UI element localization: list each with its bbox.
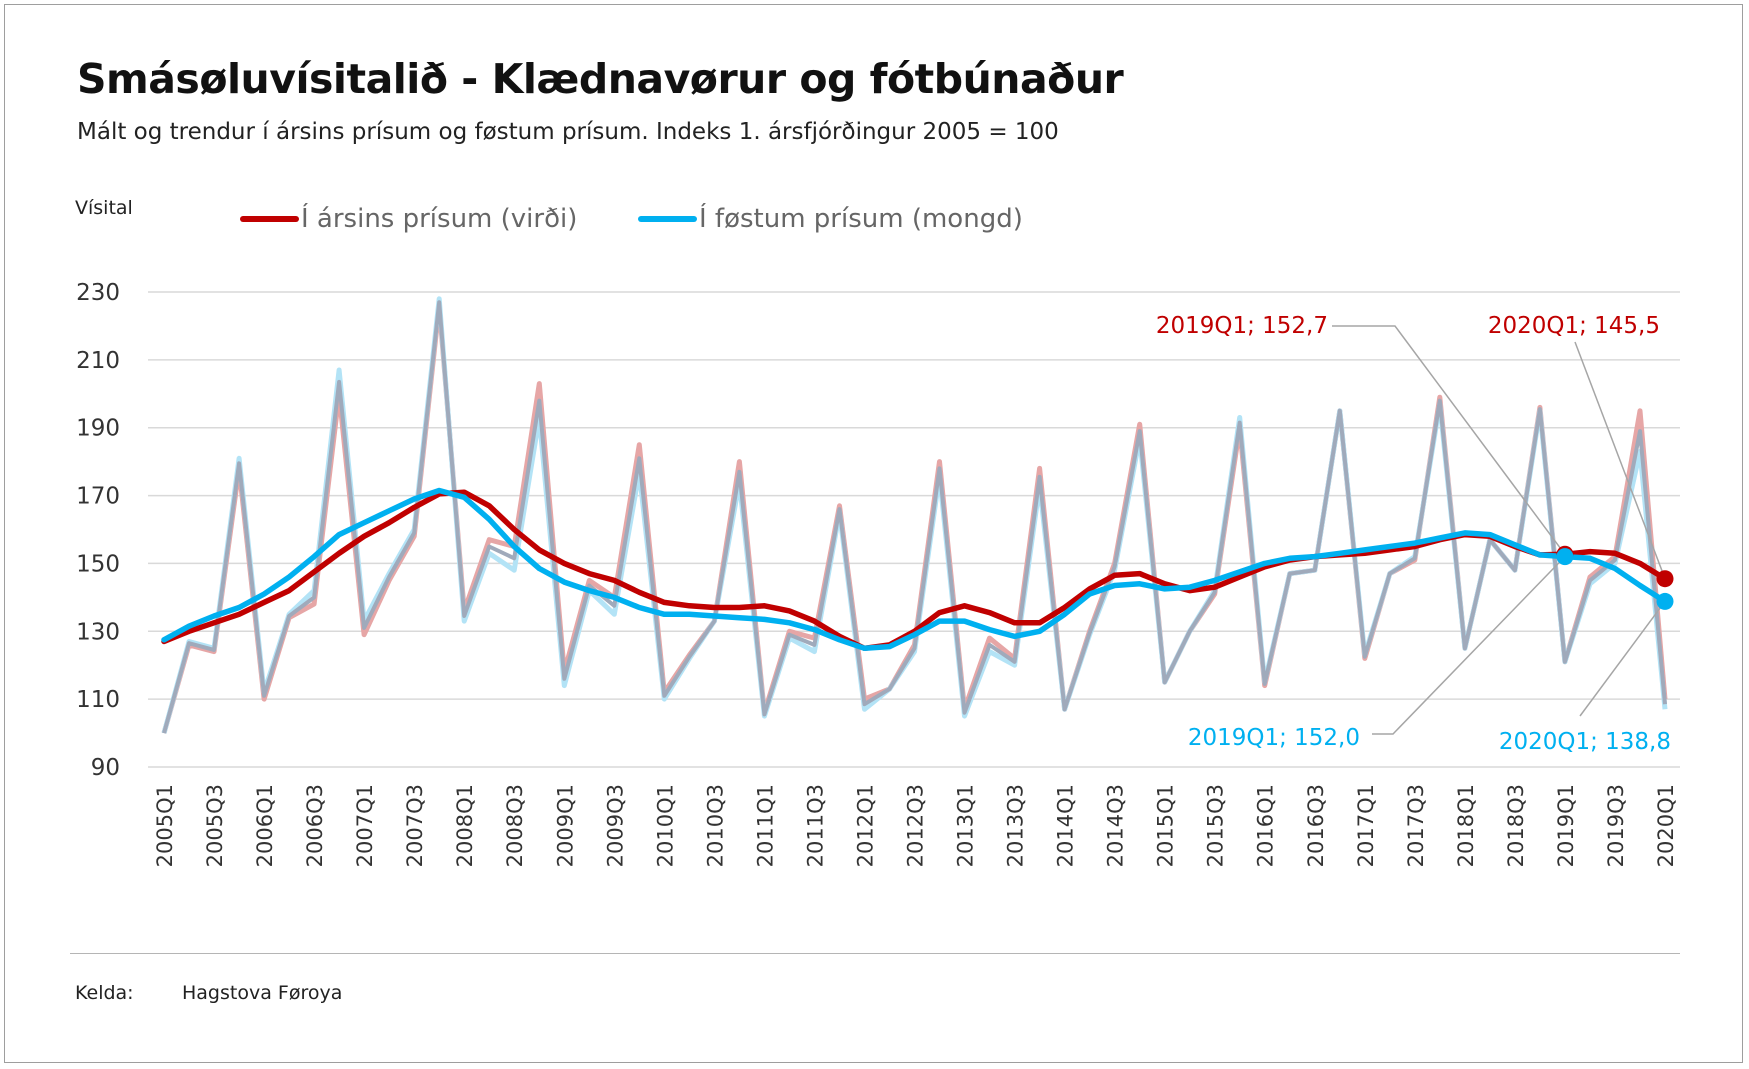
x-tick-label: 2016Q1 (1254, 784, 1278, 867)
y-tick-label: 110 (76, 687, 120, 713)
annotation-label: 2019Q1; 152,7 (1156, 313, 1328, 339)
x-tick-label: 2014Q1 (1054, 784, 1078, 867)
x-tick-label: 2015Q3 (1204, 784, 1228, 867)
x-tick-label: 2018Q3 (1504, 784, 1528, 867)
legend-label-volume: Í føstum prísum (mongd) (699, 202, 1023, 234)
annotation-label: 2019Q1; 152,0 (1188, 725, 1360, 751)
x-tick-label: 2005Q1 (153, 784, 177, 867)
y-axis-ticks: 90 110 130 150 170 190 210 230 (76, 280, 120, 781)
x-tick-label: 2009Q1 (553, 784, 577, 867)
footer-divider (70, 953, 1680, 954)
x-tick-label: 2008Q1 (453, 784, 477, 867)
x-tick-label: 2007Q1 (353, 784, 377, 867)
annotation-leader (1332, 325, 1566, 555)
y-tick-label: 150 (76, 551, 120, 577)
y-tick-label: 170 (76, 484, 120, 510)
x-tick-label: 2008Q3 (503, 784, 527, 867)
x-tick-label: 2012Q3 (904, 784, 928, 867)
x-tick-label: 2020Q1 (1654, 784, 1678, 867)
annotation-marker (1656, 592, 1674, 610)
source-value: Hagstova Føroya (182, 982, 343, 1004)
x-tick-label: 2009Q3 (603, 784, 627, 867)
x-tick-label: 2007Q3 (403, 784, 427, 867)
source-label: Kelda: (75, 982, 134, 1004)
chart-subtitle: Mált og trendur í ársins prísum og føstu… (77, 119, 1059, 145)
x-tick-label: 2012Q1 (853, 784, 877, 867)
x-tick-label: 2010Q3 (703, 784, 727, 867)
x-tick-label: 2017Q3 (1404, 784, 1428, 867)
y-tick-label: 90 (91, 755, 120, 781)
chart-frame (4, 4, 1743, 1063)
annotations: 2019Q1; 152,7 2020Q1; 145,5 2019Q1; 152,0 2… (1156, 313, 1674, 755)
x-tick-label: 2018Q1 (1454, 784, 1478, 867)
raw-value-line (161, 303, 1668, 734)
x-tick-label: 2006Q1 (253, 784, 277, 867)
x-tick-label: 2013Q1 (954, 784, 978, 867)
chart-title: Smásøluvísitalið - Klædnavørur og fótbún… (77, 55, 1124, 103)
raw-overlap-line (162, 300, 1667, 734)
trend-volume-line (161, 487, 1668, 652)
y-tick-label: 130 (76, 619, 120, 645)
y-tick-label: 230 (76, 280, 120, 306)
x-tick-label: 2019Q3 (1604, 784, 1628, 867)
raw-series (161, 296, 1668, 734)
y-tick-label: 190 (76, 416, 120, 442)
x-tick-label: 2010Q1 (653, 784, 677, 867)
gridlines (148, 291, 1680, 768)
y-axis-label: Vísital (75, 197, 133, 219)
raw-volume-line (161, 296, 1668, 734)
x-tick-label: 2005Q3 (203, 784, 227, 867)
x-axis-ticks: 2005Q1 2005Q3 2006Q1 2006Q3 2007Q1 2007Q3 2008… (153, 784, 1678, 867)
x-tick-label: 2011Q1 (753, 784, 777, 867)
y-tick-label: 210 (76, 348, 120, 374)
annotation-marker (1656, 570, 1674, 588)
annotation-label: 2020Q1; 145,5 (1488, 313, 1660, 339)
x-tick-label: 2017Q1 (1354, 784, 1378, 867)
trend-value-line (161, 489, 1668, 652)
x-tick-label: 2014Q3 (1104, 784, 1128, 867)
annotation-label: 2020Q1; 138,8 (1499, 729, 1671, 755)
annotation-leader (1579, 600, 1666, 717)
x-tick-label: 2015Q1 (1154, 784, 1178, 867)
legend-label-value: Í ársins prísum (virði) (301, 202, 577, 234)
x-tick-label: 2013Q3 (1004, 784, 1028, 867)
annotation-leader (1574, 341, 1666, 579)
x-tick-label: 2011Q3 (803, 784, 827, 867)
x-tick-label: 2016Q3 (1304, 784, 1328, 867)
legend: Í ársins prísum (virði) Í føstum prísum … (240, 202, 1023, 234)
annotation-marker (1556, 548, 1574, 566)
x-tick-label: 2006Q3 (303, 784, 327, 867)
annotation-leader (1372, 556, 1566, 735)
x-tick-label: 2019Q1 (1554, 784, 1578, 867)
trend-series (161, 487, 1668, 652)
